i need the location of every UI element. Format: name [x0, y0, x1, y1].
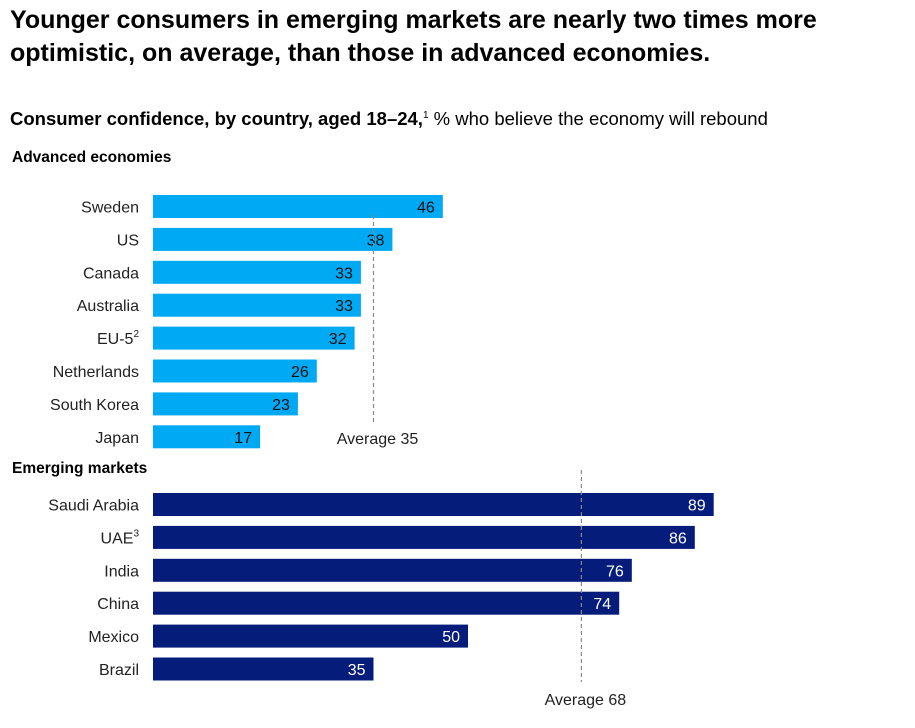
bar-advanced-3: [153, 293, 361, 317]
category-label-advanced-6: South Korea: [50, 397, 139, 414]
category-label-advanced-0: Sweden: [81, 200, 139, 217]
bar-advanced-0: [153, 195, 443, 218]
value-label-advanced-3: 33: [335, 298, 353, 315]
bar-emerging-1: [153, 525, 695, 549]
section-title-emerging: Emerging markets: [12, 460, 148, 477]
value-label-advanced-5: 26: [291, 364, 309, 381]
category-label-advanced-4: EU-52: [97, 329, 139, 348]
value-label-emerging-1: 86: [669, 530, 687, 547]
value-label-emerging-3: 74: [593, 596, 611, 613]
value-label-advanced-2: 33: [335, 265, 353, 282]
bar-emerging-2: [153, 558, 632, 582]
category-label-advanced-1: US: [117, 232, 139, 249]
category-label-emerging-5: Brazil: [99, 662, 139, 679]
chart-group-advanced: Sweden 46 US 38 Canada 33 Australia 33 EU-52 32 Ne…: [50, 195, 443, 449]
category-label-emerging-1: UAE3: [101, 528, 140, 547]
chart-group-emerging: Saudi Arabia 89 UAE3 86 India 76 China 74 Mexico…: [48, 470, 714, 709]
subtitle-rest: % who believe the economy will rebound: [428, 108, 768, 129]
category-label-advanced-7: Japan: [95, 430, 139, 447]
category-label-advanced-5: Netherlands: [53, 364, 139, 381]
category-label-emerging-0: Saudi Arabia: [48, 498, 139, 515]
bar-advanced-1: [153, 227, 393, 251]
category-label-emerging-4: Mexico: [88, 629, 139, 646]
bar-advanced-5: [153, 359, 317, 383]
category-label-emerging-3: China: [97, 596, 139, 613]
bar-emerging-5: [153, 657, 374, 681]
subtitle-footnote: 1: [422, 110, 429, 121]
bar-advanced-4: [153, 326, 355, 350]
average-label-advanced: Average 35: [337, 431, 419, 448]
bar-emerging-0: [153, 493, 714, 516]
value-label-emerging-2: 76: [606, 563, 624, 580]
value-label-emerging-5: 35: [348, 662, 366, 679]
bar-emerging-4: [153, 624, 468, 648]
section-title-advanced: Advanced economies: [12, 149, 172, 166]
average-label-emerging: Average 68: [545, 692, 627, 709]
value-label-advanced-7: 17: [234, 430, 252, 447]
bar-advanced-6: [153, 392, 298, 416]
value-label-emerging-4: 50: [442, 629, 460, 646]
category-footnote-emerging-1: 3: [133, 528, 139, 539]
value-label-emerging-0: 89: [688, 498, 706, 515]
bar-advanced-2: [153, 260, 361, 284]
value-label-advanced-0: 46: [417, 200, 435, 217]
category-label-emerging-2: India: [104, 563, 139, 580]
chart-subtitle: Consumer confidence, by country, aged 18…: [10, 104, 768, 131]
chart-headline: Younger consumers in emerging markets ar…: [10, 6, 817, 67]
subtitle-bold: Consumer confidence, by country, aged 18…: [10, 108, 423, 129]
category-footnote-advanced-4: 2: [133, 329, 139, 340]
value-label-advanced-6: 23: [272, 397, 290, 414]
bar-advanced-7: [153, 425, 261, 449]
category-label-advanced-2: Canada: [83, 265, 139, 282]
category-label-advanced-3: Australia: [77, 298, 139, 315]
value-label-advanced-4: 32: [329, 331, 347, 348]
bar-emerging-3: [153, 591, 620, 615]
value-label-advanced-1: 38: [367, 232, 385, 249]
